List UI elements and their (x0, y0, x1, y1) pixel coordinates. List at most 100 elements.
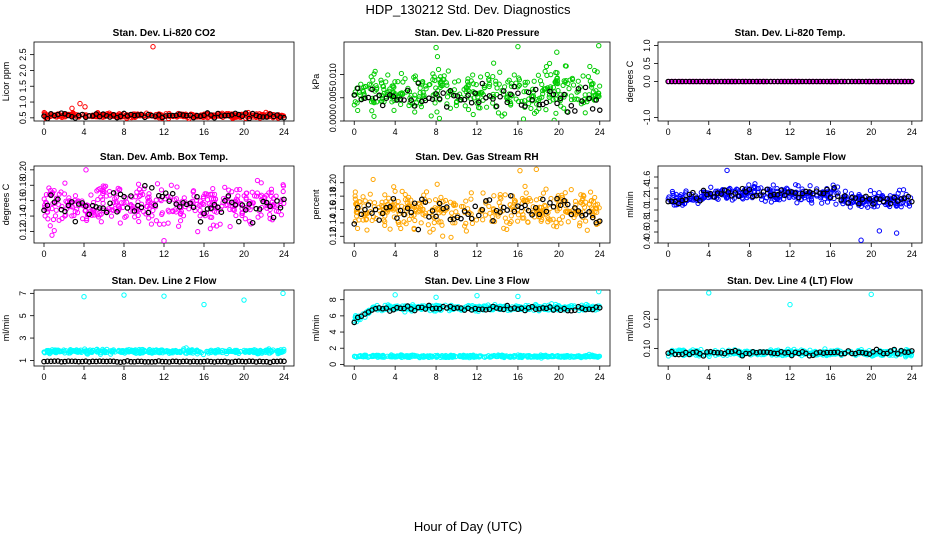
colored-data-point (465, 106, 472, 113)
black-data-point (873, 196, 880, 202)
colored-data-point (732, 188, 739, 194)
colored-data-point (62, 180, 68, 186)
black-data-point (426, 302, 432, 309)
colored-data-point (590, 89, 596, 95)
black-data-point (511, 208, 518, 215)
colored-data-point (210, 222, 217, 228)
panel-title: Stan. Dev. Amb. Box Temp. (100, 152, 228, 163)
black-data-point (401, 211, 407, 218)
colored-data-point (484, 71, 490, 78)
colored-data-point (594, 94, 600, 100)
colored-data-point (520, 116, 527, 121)
colored-data-point (165, 207, 171, 213)
black-data-point (817, 349, 823, 355)
black-data-point (443, 204, 450, 210)
black-data-point (579, 212, 585, 219)
colored-data-point (360, 354, 367, 360)
colored-data-point (204, 348, 210, 354)
black-data-point (79, 358, 86, 365)
black-data-point (62, 358, 68, 365)
colored-data-point (807, 183, 813, 189)
black-data-point (281, 358, 287, 365)
colored-data-point (59, 203, 65, 209)
y-axis-label: ml/min (625, 191, 635, 218)
colored-data-point (211, 191, 218, 197)
colored-data-point (522, 183, 528, 189)
black-data-point (532, 86, 539, 93)
y-tick-label: 0.10 (642, 340, 652, 358)
black-data-point (351, 319, 358, 326)
black-data-point (838, 78, 845, 85)
x-tick-label: 12 (472, 249, 482, 259)
black-data-point (239, 358, 246, 365)
y-tick-label: 0.16 (18, 192, 28, 210)
outlier-point (161, 293, 167, 299)
colored-data-point (493, 104, 499, 110)
black-data-point (263, 358, 270, 365)
colored-data-point (268, 186, 275, 192)
x-tick-label: 20 (554, 249, 564, 259)
colored-data-point (382, 222, 388, 228)
colored-data-point (533, 197, 540, 203)
colored-data-point (863, 202, 869, 208)
panel-title: Stan. Dev. Sample Flow (734, 152, 846, 163)
black-data-point (589, 214, 596, 221)
black-data-point (704, 78, 710, 85)
outlier-point (515, 43, 521, 50)
black-data-point (218, 113, 225, 119)
black-data-point (760, 349, 767, 355)
black-data-point (490, 218, 496, 224)
black-data-point (479, 80, 486, 87)
x-tick-label: 8 (121, 127, 126, 137)
colored-data-point (406, 354, 412, 360)
black-data-point (100, 358, 106, 365)
colored-data-point (833, 201, 839, 207)
black-data-point (586, 209, 592, 215)
colored-data-point (436, 219, 442, 225)
colored-data-point (370, 77, 376, 83)
colored-data-point (181, 346, 187, 352)
black-data-point (176, 204, 183, 210)
x-tick-label: 24 (595, 127, 605, 137)
black-data-point (362, 95, 368, 102)
colored-data-point (835, 190, 841, 196)
colored-data-point (511, 197, 518, 203)
colored-data-point (554, 75, 560, 81)
colored-data-point (528, 198, 534, 204)
black-data-point (711, 78, 717, 85)
black-data-point (870, 201, 876, 207)
black-data-point (486, 93, 493, 99)
x-tick-label: 20 (239, 127, 249, 137)
black-data-point (522, 202, 528, 209)
black-data-point (354, 204, 361, 211)
black-data-point (718, 78, 724, 85)
black-data-point (796, 78, 802, 85)
colored-data-point (683, 188, 689, 194)
colored-data-point (438, 194, 444, 200)
colored-data-point (45, 216, 51, 222)
colored-data-point (558, 354, 564, 360)
outlier-point (433, 294, 439, 300)
colored-data-point (371, 353, 377, 359)
black-data-point (575, 85, 582, 92)
colored-data-point (412, 92, 418, 98)
black-data-point (249, 219, 256, 226)
outlier-point (77, 100, 83, 107)
colored-data-point (463, 228, 469, 234)
colored-data-point (249, 189, 255, 195)
black-data-point (500, 306, 507, 313)
colored-data-point (103, 183, 109, 189)
colored-data-point (263, 192, 270, 198)
black-data-point (529, 97, 535, 103)
black-data-point (827, 78, 834, 85)
colored-data-point (879, 193, 886, 199)
black-data-point (475, 306, 482, 313)
black-data-point (504, 207, 511, 213)
colored-data-point (583, 218, 589, 224)
black-data-point (232, 358, 239, 365)
black-data-point (128, 111, 134, 118)
panel-ambbox: Stan. Dev. Amb. Box Temp.degrees C0 4 8 12 1… (1, 152, 295, 259)
black-data-point (79, 200, 86, 206)
colored-data-point (470, 111, 476, 118)
